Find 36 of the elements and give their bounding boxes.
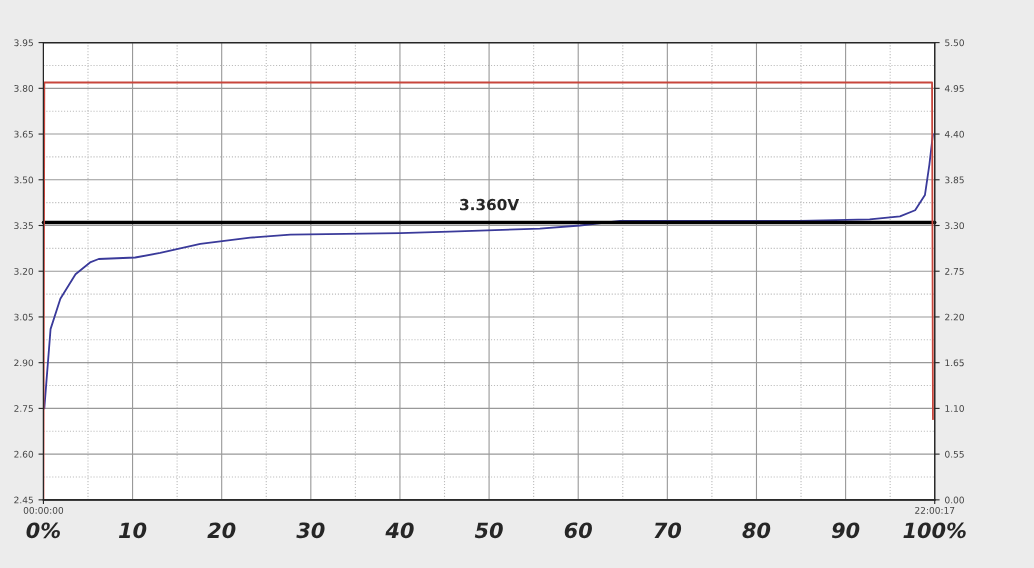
x-tick-label: 60 — [564, 522, 592, 539]
y-tick-label: 3.65 — [14, 130, 33, 138]
x-tick-label: 90 — [831, 522, 860, 539]
y-tick-label: 3.35 — [14, 222, 33, 230]
x2-tick-label: 00:00:00 — [23, 506, 64, 514]
y-tick-label: 2.90 — [14, 359, 34, 367]
y2-tick-label: 1.10 — [945, 405, 964, 412]
y-tick-label: 3.05 — [14, 313, 33, 321]
y2-tick-label: 3.85 — [945, 176, 964, 184]
x-tick-label: 50 — [474, 522, 503, 539]
y2-tick-label: 5.50 — [945, 39, 964, 47]
y-tick-label: 3.50 — [14, 176, 34, 184]
y-tick-label: 2.45 — [14, 496, 33, 504]
x-tick-label: 40 — [385, 522, 414, 539]
y-tick-label: 2.75 — [14, 405, 33, 412]
y-tick-label: 3.80 — [14, 85, 34, 92]
y-tick-label: 2.60 — [14, 450, 34, 458]
y2-tick-label: 2.20 — [945, 313, 964, 321]
y2-tick-label: 4.40 — [944, 130, 964, 138]
ref-line-label: 3.360V — [460, 198, 520, 211]
x-tick-label: 70 — [654, 522, 682, 539]
y2-tick-label: 4.95 — [944, 85, 964, 92]
x-tick-label: 10 — [118, 522, 147, 539]
y2-tick-label: 0.55 — [945, 450, 964, 458]
x2-tick-label: 22:00:17 — [915, 506, 955, 514]
y2-tick-label: 2.75 — [945, 267, 964, 275]
x-tick-label: 0% — [26, 522, 60, 539]
x-tick-label: 30 — [296, 522, 325, 539]
y2-tick-label: 0.00 — [945, 496, 964, 504]
y2-tick-label: 3.30 — [945, 222, 964, 230]
x-tick-label: 20 — [207, 522, 236, 539]
y-tick-label: 3.95 — [14, 39, 33, 47]
y2-tick-label: 1.65 — [945, 359, 964, 367]
x-tick-label: 100% — [903, 522, 966, 539]
x-tick-label: 80 — [742, 522, 771, 539]
y-tick-label: 3.20 — [14, 267, 34, 275]
